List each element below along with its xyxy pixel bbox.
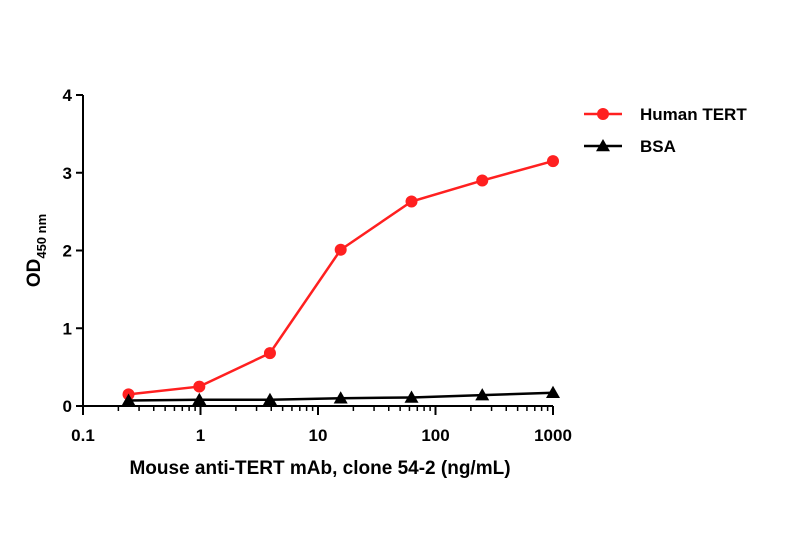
data-point [193,380,206,393]
axes [82,95,553,407]
data-point [597,108,609,120]
y-tick-label: 4 [63,86,73,105]
y-tick-label: 3 [63,164,72,183]
legend-label: Human TERT [640,105,747,124]
legend: Human TERT BSA [584,105,747,156]
data-point [121,393,136,406]
x-tick-label: 0.1 [71,426,95,445]
data-point [334,243,347,256]
y-tick-label: 2 [63,242,72,261]
series-bsa [121,385,560,406]
y-tick-label: 0 [63,397,72,416]
ticks: 0 1 2 3 4 0.1 1 10 100 1000 [63,86,572,445]
data-point [263,347,276,360]
series-layer [121,155,560,406]
data-point [333,391,348,404]
data-point [262,392,277,406]
x-tick-label: 100 [421,426,449,445]
y-axis-title: OD450 nm [24,214,49,287]
data-point [546,385,560,399]
data-point [405,195,418,208]
x-tick-label: 10 [309,426,328,445]
data-point [476,174,489,187]
data-point [547,155,559,168]
y-axis-title-subscript: 450 nm [34,214,49,259]
y-tick-label: 1 [63,319,72,338]
data-point [475,388,490,401]
x-axis-title: Mouse anti-TERT mAb, clone 54-2 (ng/mL) [129,458,510,479]
legend-item: Human TERT [584,105,747,124]
y-axis-title-main: OD [24,259,45,288]
series-human-tert [122,155,559,401]
data-point [192,392,207,406]
x-tick-label: 1000 [534,426,572,445]
data-point [404,390,419,403]
x-tick-label: 1 [196,426,205,445]
series-line [128,159,554,396]
data-point [596,139,610,152]
legend-item: BSA [584,137,676,156]
legend-label: BSA [640,137,676,156]
